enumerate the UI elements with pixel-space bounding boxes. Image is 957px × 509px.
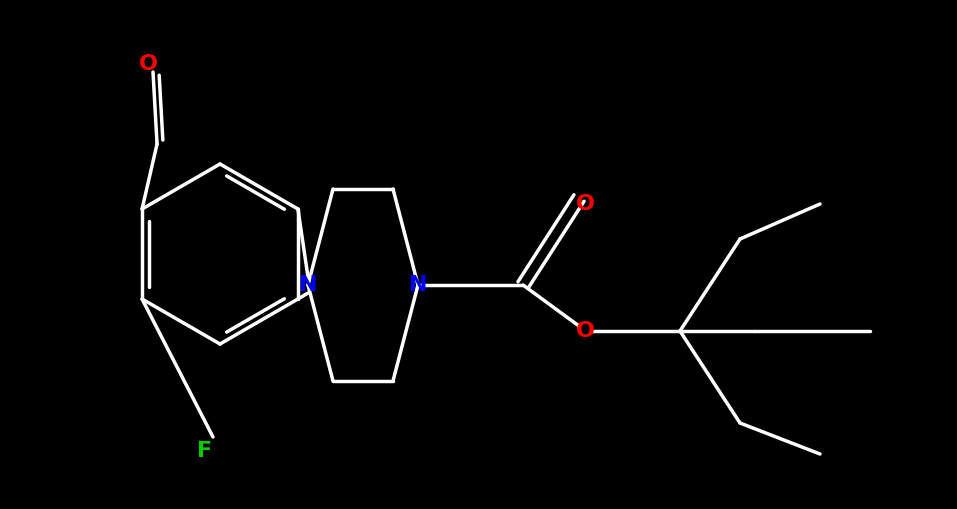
Text: N: N <box>409 275 427 295</box>
Text: F: F <box>197 441 212 461</box>
Text: N: N <box>299 275 318 295</box>
Text: O: O <box>139 54 158 74</box>
Text: O: O <box>575 194 594 214</box>
Text: O: O <box>575 321 594 341</box>
